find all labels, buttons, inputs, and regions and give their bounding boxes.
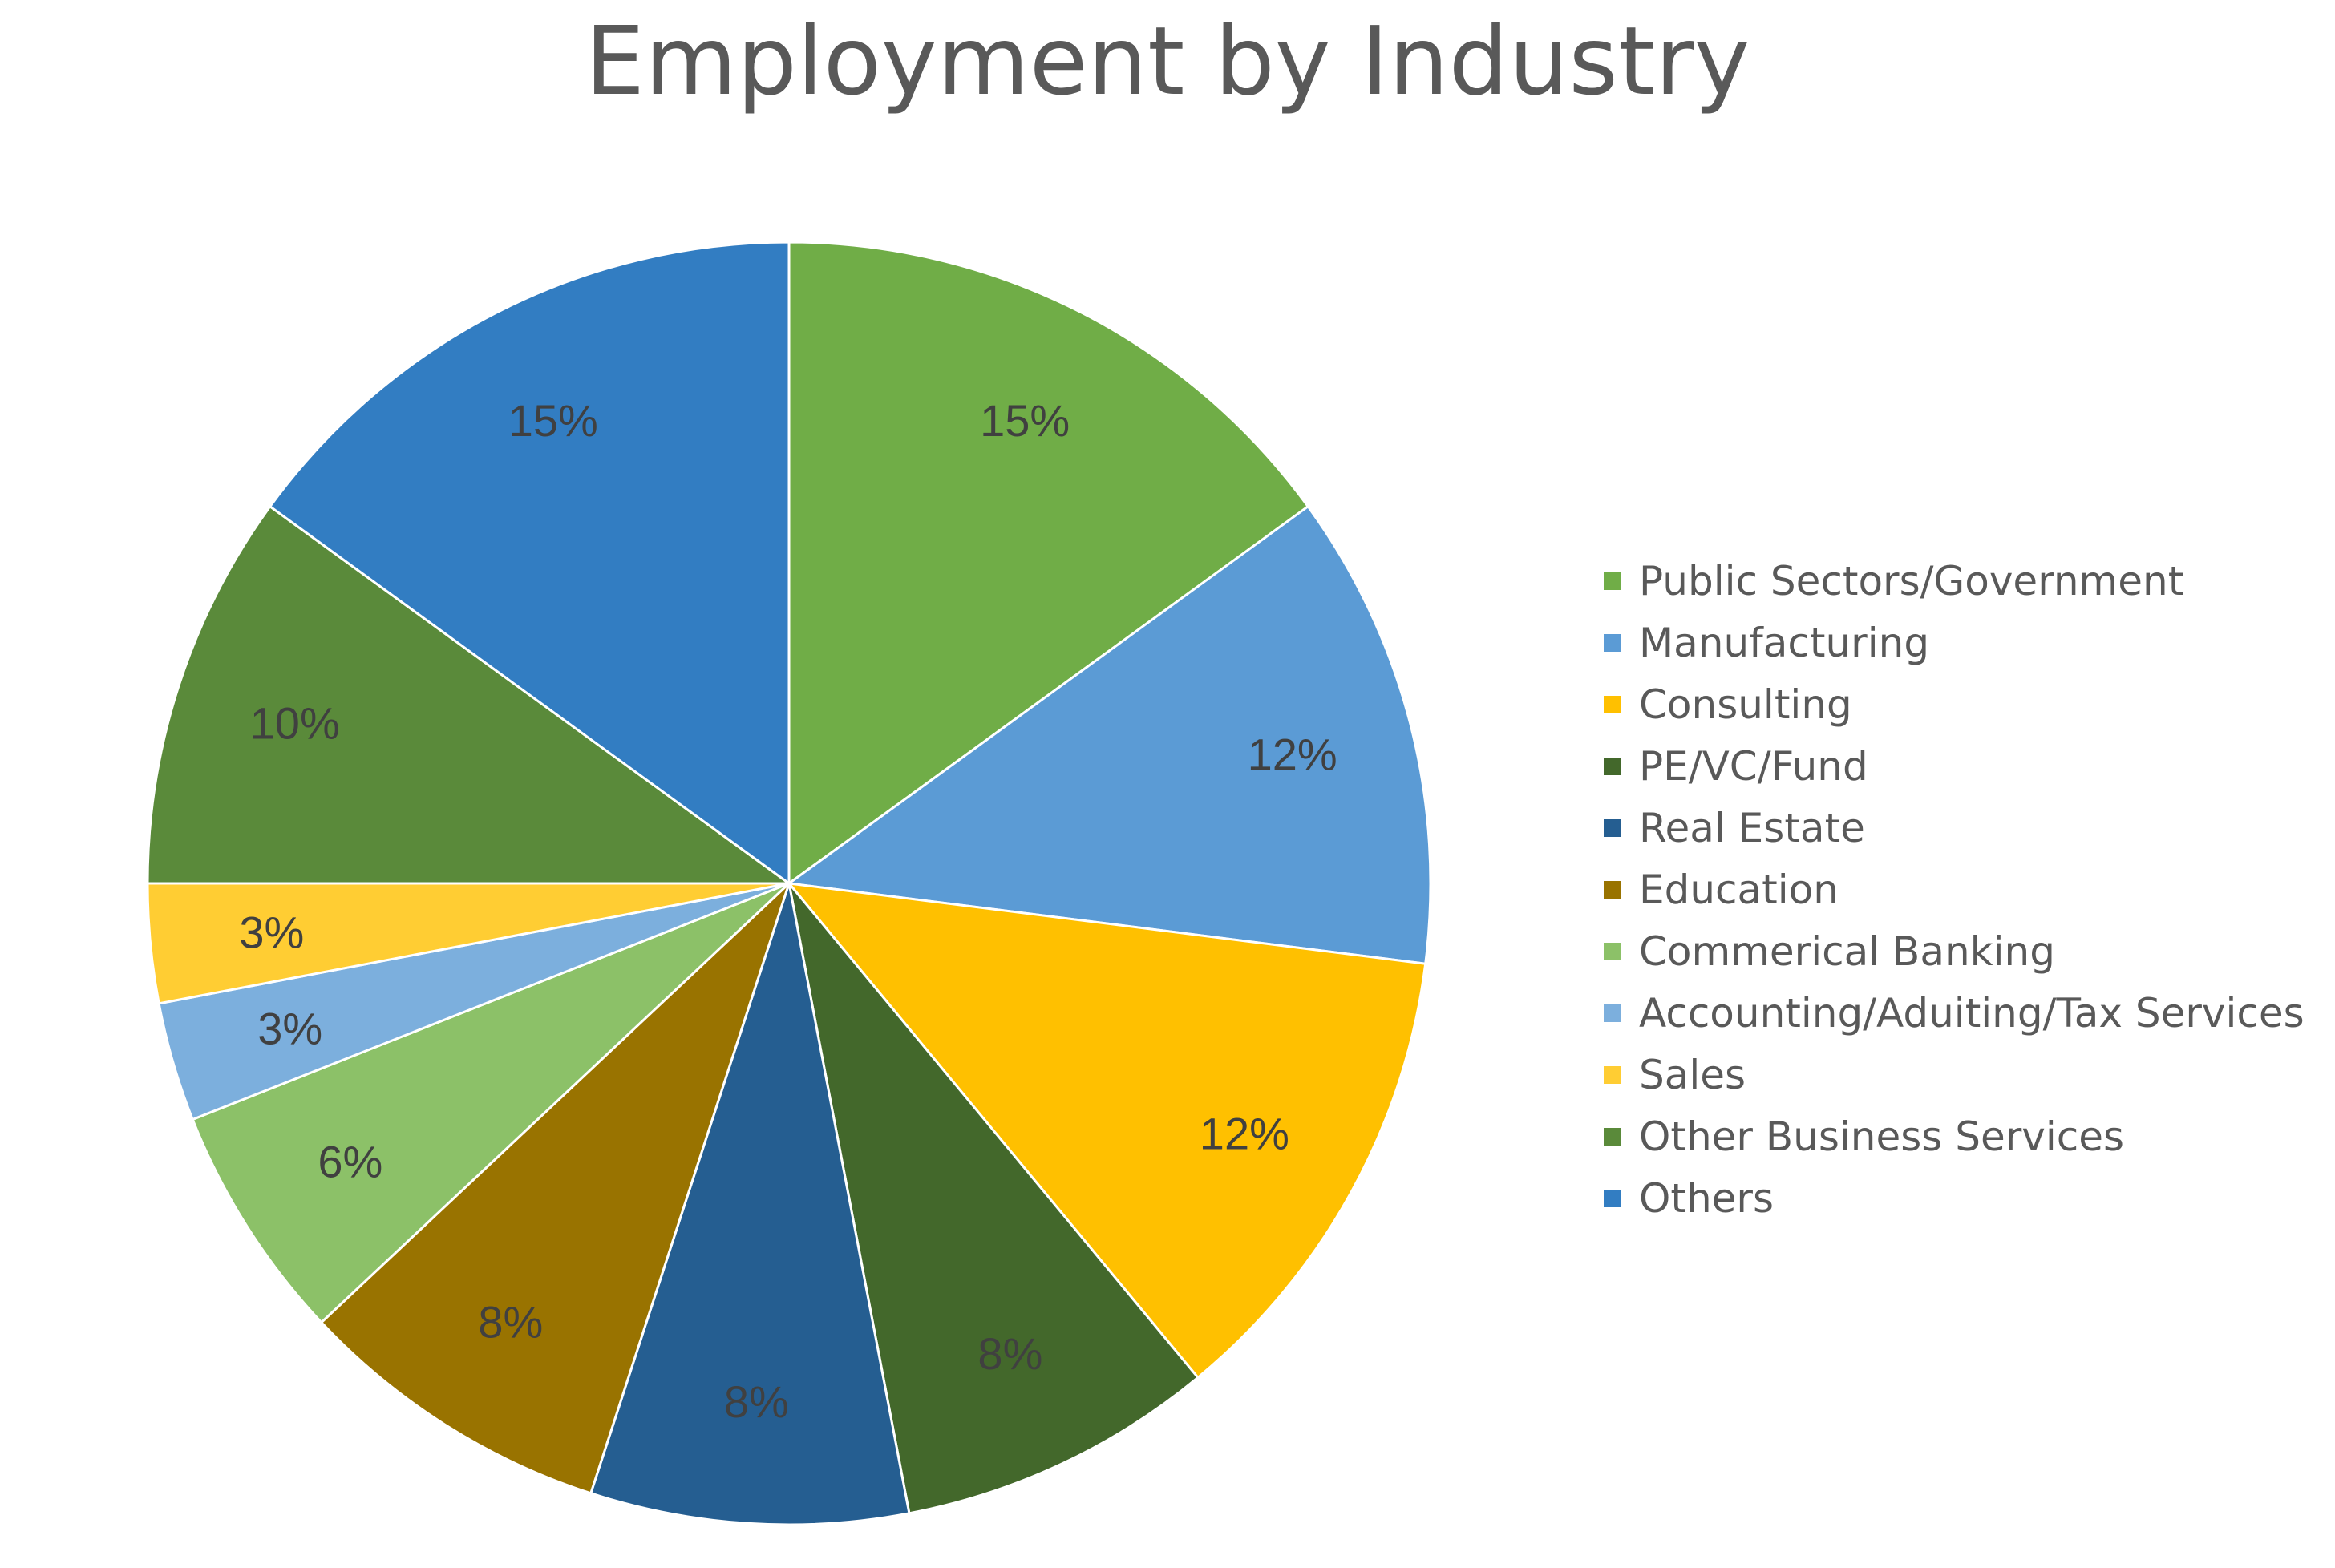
pie-slice-commerical-banking (191, 882, 791, 1324)
legend-item-real-estate: Real Estate (1604, 797, 2305, 859)
pie-slice-manufacturing (786, 504, 1432, 965)
legend-item-pe-vc-fund: PE/VC/Fund (1604, 735, 2305, 797)
legend-label: Consulting (1639, 681, 1852, 728)
legend: Public Sectors/Government Manufacturing Co… (1604, 550, 2305, 1229)
legend-swatch (1604, 1127, 1621, 1146)
legend-swatch (1604, 818, 1621, 837)
data-label-sales: 3% (239, 907, 304, 957)
legend-label: PE/VC/Fund (1639, 742, 1868, 790)
legend-item-education: Education (1604, 859, 2305, 920)
legend-item-consulting: Consulting (1604, 673, 2305, 735)
data-label-pe-vc-fund: 8% (977, 1328, 1042, 1379)
legend-swatch (1604, 757, 1621, 775)
legend-swatch (1604, 1189, 1621, 1207)
data-label-consulting: 12% (1200, 1109, 1289, 1159)
pie-slice-pe-vc-fund (787, 883, 1200, 1515)
legend-item-accounting-aduiting-tax-services: Accounting/Aduiting/Tax Services (1604, 982, 2305, 1044)
legend-label: Accounting/Aduiting/Tax Services (1639, 989, 2305, 1037)
data-label-other-business-services: 10% (250, 697, 340, 748)
data-label-manufacturing: 12% (1248, 729, 1337, 779)
legend-label: Real Estate (1639, 804, 1865, 851)
legend-swatch (1604, 880, 1621, 899)
legend-swatch (1604, 633, 1621, 652)
pie-slice-consulting (786, 882, 1427, 1380)
data-label-real-estate: 8% (724, 1376, 789, 1427)
legend-label: Other Business Services (1639, 1113, 2125, 1160)
legend-swatch (1604, 572, 1621, 590)
pie-slice-other-business-services (146, 504, 793, 885)
legend-item-manufacturing: Manufacturing (1604, 612, 2305, 673)
legend-label: Public Sectors/Government (1639, 557, 2184, 604)
legend-label: Commerical Banking (1639, 927, 2055, 975)
legend-label: Others (1639, 1174, 1775, 1222)
pie-slice-others (268, 240, 791, 886)
legend-item-others: Others (1604, 1167, 2305, 1229)
data-label-commerical-banking: 6% (318, 1137, 382, 1187)
legend-label: Education (1639, 866, 1839, 913)
legend-label: Manufacturing (1639, 619, 1930, 666)
legend-item-commerical-banking: Commerical Banking (1604, 920, 2305, 982)
legend-swatch (1604, 1065, 1621, 1084)
data-label-public-sectors-government: 15% (980, 395, 1070, 446)
chart-title: Employment by Industry (585, 6, 1750, 116)
data-label-accounting-aduiting-tax-services: 3% (257, 1003, 322, 1053)
pie-slice-public-sectors-government (787, 240, 1310, 886)
legend-item-public-sectors-government: Public Sectors/Government (1604, 550, 2305, 612)
pie-slice-real-estate (589, 883, 911, 1526)
legend-item-sales: Sales (1604, 1044, 2305, 1105)
pie-slice-education (319, 882, 791, 1495)
legend-swatch (1604, 942, 1621, 960)
legend-label: Sales (1639, 1051, 1746, 1098)
legend-swatch (1604, 695, 1621, 713)
legend-item-other-business-services: Other Business Services (1604, 1105, 2305, 1167)
legend-swatch (1604, 1004, 1621, 1022)
data-label-others: 15% (508, 395, 598, 446)
data-label-education: 8% (478, 1297, 543, 1348)
